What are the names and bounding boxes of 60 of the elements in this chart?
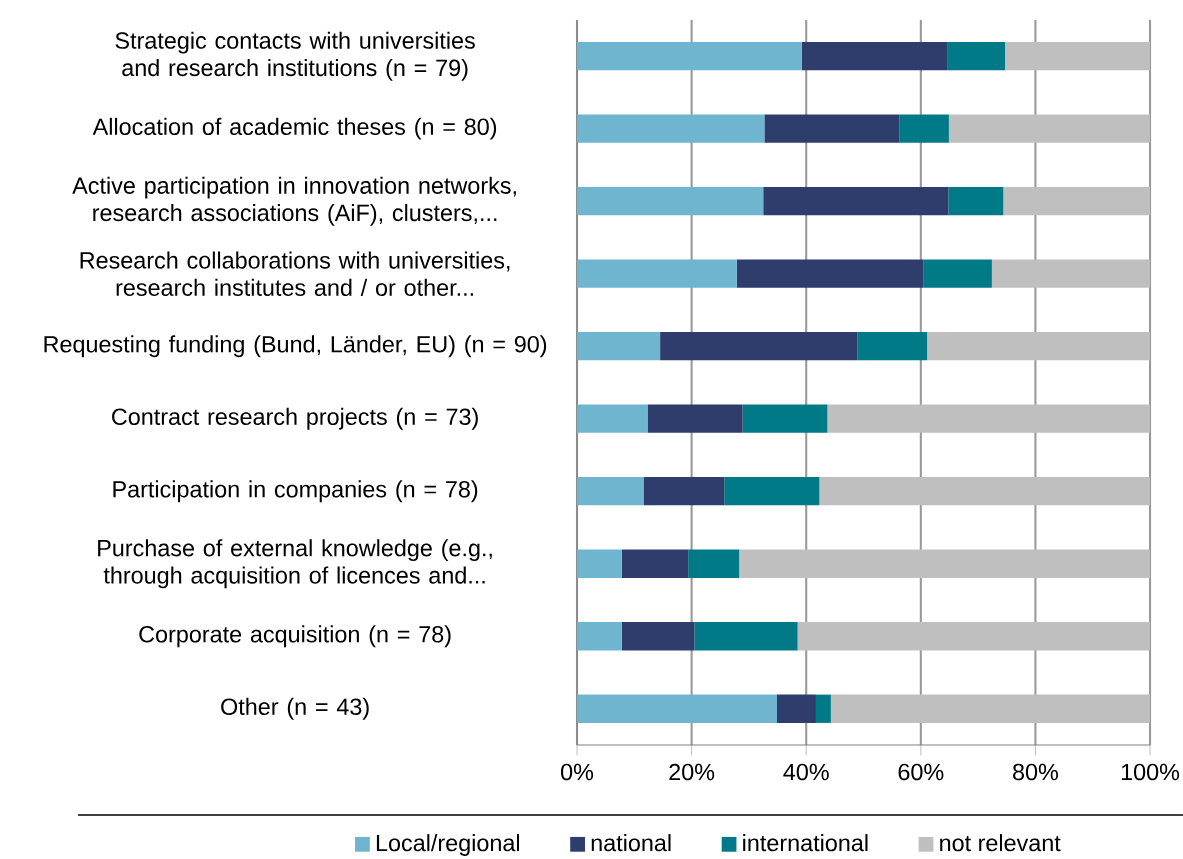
- bar: [742, 404, 828, 433]
- bar: [991, 259, 1151, 288]
- y-tick-label: Requesting funding (Bund, Länder, EU) (n = 90): [44, 335, 547, 358]
- bar: [923, 259, 992, 288]
- bar: [948, 187, 1004, 216]
- x-tick-label: 20%: [669, 763, 715, 781]
- bar: [577, 622, 622, 651]
- bar: [621, 622, 695, 651]
- bar: [621, 549, 689, 578]
- y-tick-label: Strategic contacts with universities and research institutions (n = 79): [115, 31, 475, 81]
- bar: [739, 549, 1151, 578]
- bar: [647, 404, 743, 433]
- y-tick-label: Contract research projects (n = 73): [112, 407, 478, 430]
- y-tick-label: Research collaborations with universities, research institutes and / or other...: [80, 251, 510, 296]
- legend-label: Local/regional: [376, 834, 520, 856]
- bar: [830, 694, 1151, 723]
- bar: [857, 332, 928, 361]
- legend-label: not relevant: [940, 834, 1061, 852]
- x-tick-label: 0%: [561, 763, 594, 781]
- bar: [577, 114, 765, 143]
- bar: [694, 622, 798, 651]
- legend-label: international: [743, 834, 868, 852]
- bar: [660, 332, 858, 361]
- bar: [688, 549, 740, 578]
- bar: [764, 114, 900, 143]
- x-tick-label: 80%: [1013, 763, 1058, 781]
- bar: [577, 42, 802, 71]
- bar: [948, 114, 1151, 143]
- y-tick-label: Allocation of academic theses (n = 80): [92, 117, 497, 140]
- x-tick-label: 60%: [898, 763, 944, 781]
- bar: [777, 694, 816, 723]
- bar: [947, 42, 1006, 71]
- y-tick-label: Active participation in innovation networks, research associations (AiF), clusters,...: [72, 176, 516, 226]
- bar: [927, 332, 1151, 361]
- x-tick-label: 100%: [1121, 763, 1180, 781]
- bar: [577, 404, 648, 433]
- bar: [577, 549, 622, 578]
- bar: [815, 694, 831, 723]
- bar: [577, 259, 737, 288]
- bar: [827, 404, 1151, 433]
- bar: [577, 187, 764, 216]
- bar: [724, 477, 820, 506]
- bar: [801, 42, 948, 71]
- bar: [763, 187, 949, 216]
- bar: [1003, 187, 1151, 216]
- y-tick-label: Other (n = 43): [221, 697, 369, 720]
- bar: [577, 694, 777, 723]
- bar: [643, 477, 725, 506]
- bar: [577, 477, 644, 506]
- legend-label: national: [591, 834, 671, 852]
- x-tick-label: 40%: [783, 763, 829, 781]
- y-tick-label: Participation in companies (n = 78): [113, 480, 478, 503]
- bar: [797, 622, 1151, 651]
- y-tick-label: Purchase of external knowledge (e.g., through acquisition of licences and...: [98, 539, 492, 589]
- bar: [736, 259, 924, 288]
- bar: [577, 332, 661, 361]
- bar: [819, 477, 1151, 506]
- y-tick-label: Corporate acquisition (n = 78): [139, 625, 451, 648]
- bar: [1005, 42, 1151, 71]
- bar: [899, 114, 949, 143]
